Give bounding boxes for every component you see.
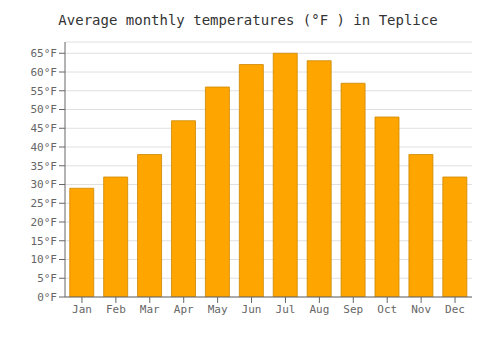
svg-text:50°F: 50°F [31,103,58,116]
svg-text:15°F: 15°F [31,235,58,248]
html-text:Average monthly temperatures (: Average monthly temperatures (°F ) in Te… [58,12,438,28]
svg-text:Oct: Oct [377,303,397,316]
svg-text:60°F: 60°F [31,66,58,79]
svg-text:10°F: 10°F [31,253,58,266]
svg-text:35°F: 35°F [31,160,58,173]
svg-text:Feb: Feb [106,303,126,316]
svg-text:Jan: Jan [72,303,92,316]
svg-text:May: May [208,303,228,316]
svg-text:20°F: 20°F [31,216,58,229]
svg-text:30°F: 30°F [31,178,58,191]
svg-text:65°F: 65°F [31,47,58,60]
svg-text:0°F: 0°F [37,291,57,304]
svg-text:55°F: 55°F [31,85,58,98]
svg-text:45°F: 45°F [31,122,58,135]
svg-text:Jul: Jul [276,303,296,316]
svg-text:Dec: Dec [445,303,465,316]
svg-text:Aug: Aug [309,303,329,316]
svg-text:Nov: Nov [411,303,431,316]
svg-text:Sep: Sep [343,303,363,316]
svg-text:40°F: 40°F [31,141,58,154]
svg-text:25°F: 25°F [31,197,58,210]
svg-text:Jun: Jun [242,303,262,316]
svg-text:Mar: Mar [140,303,160,316]
svg-text:Apr: Apr [174,303,194,316]
svg-text:5°F: 5°F [37,272,57,285]
